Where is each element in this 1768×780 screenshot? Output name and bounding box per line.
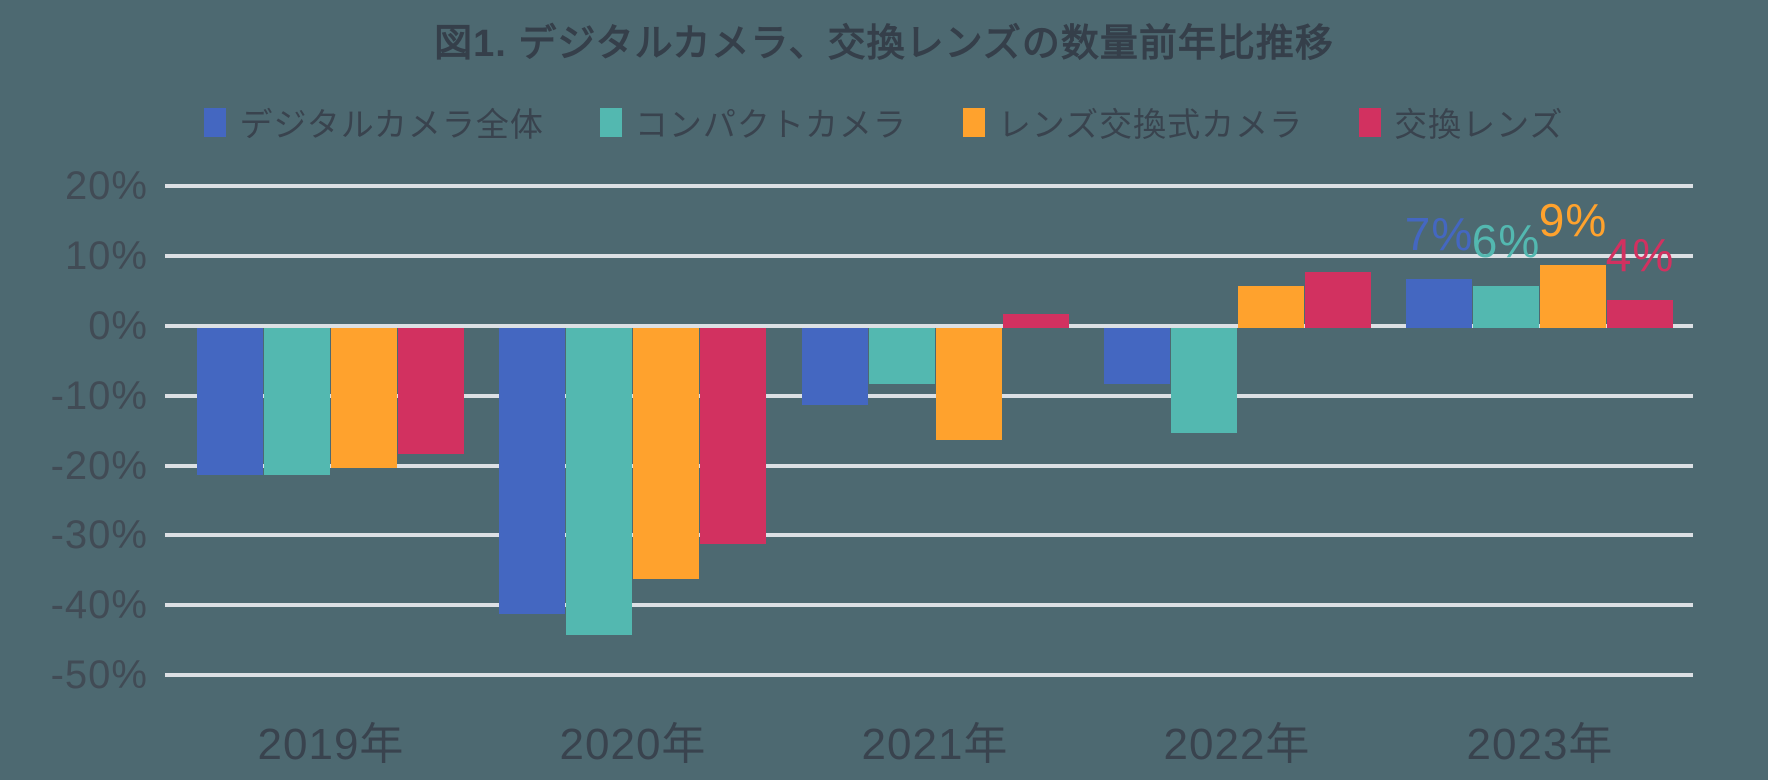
legend-label: デジタルカメラ全体 bbox=[239, 106, 544, 143]
y-axis-tick-label: 20% bbox=[64, 164, 148, 209]
gridline--40 bbox=[165, 603, 1693, 608]
gridline-20 bbox=[165, 184, 1693, 189]
bar bbox=[936, 328, 1002, 440]
bar bbox=[802, 328, 868, 405]
bar bbox=[700, 328, 766, 544]
y-axis-tick-label: -10% bbox=[50, 373, 148, 418]
bar bbox=[633, 328, 699, 579]
gridline-10 bbox=[165, 254, 1693, 259]
bar bbox=[331, 328, 397, 468]
chart-title: 図1. デジタルカメラ、交換レンズの数量前年比推移 bbox=[434, 23, 1334, 65]
bar bbox=[1607, 300, 1673, 328]
bar-data-label: 9% bbox=[1538, 194, 1608, 246]
legend-color-chip bbox=[204, 107, 227, 137]
bar bbox=[566, 328, 632, 635]
y-axis-tick-label: 10% bbox=[64, 234, 148, 279]
bar bbox=[197, 328, 263, 475]
x-axis-category-label: 2019年 bbox=[257, 720, 405, 769]
y-axis-tick-label: 0% bbox=[88, 304, 148, 348]
gridline--20 bbox=[165, 463, 1693, 468]
chart-legend: デジタルカメラ全体 コンパクトカメラ レンズ交換式カメラ 交換レンズ bbox=[0, 98, 1768, 146]
gridline-0 bbox=[165, 324, 1693, 328]
bar bbox=[499, 328, 565, 614]
bar bbox=[1003, 314, 1069, 328]
y-axis-tick-label: -50% bbox=[50, 653, 148, 698]
bar bbox=[1104, 328, 1170, 384]
legend-color-chip bbox=[599, 107, 622, 137]
bar bbox=[1305, 272, 1371, 328]
bar bbox=[1406, 279, 1472, 328]
bar bbox=[1473, 286, 1539, 328]
y-axis-tick-label: -40% bbox=[50, 583, 148, 628]
legend-color-chip bbox=[962, 107, 985, 137]
x-axis-category-label: 2023年 bbox=[1466, 720, 1614, 769]
y-axis-tick-label: -20% bbox=[50, 443, 148, 488]
legend-label: コンパクトカメラ bbox=[634, 106, 907, 143]
legend-label: 交換レンズ bbox=[1394, 106, 1564, 143]
bar bbox=[1171, 328, 1237, 433]
bar-data-label: 4% bbox=[1605, 229, 1675, 281]
x-axis-category-label: 2022年 bbox=[1163, 720, 1311, 769]
gridline--10 bbox=[165, 393, 1693, 398]
x-axis-category-label: 2020年 bbox=[559, 720, 707, 769]
gridline--50 bbox=[165, 673, 1693, 678]
legend-item-interchangeable-lens-cameras: レンズ交換式カメラ bbox=[962, 98, 1304, 146]
gridline--30 bbox=[165, 533, 1693, 538]
bar bbox=[264, 328, 330, 475]
legend-item-compact-cameras: コンパクトカメラ bbox=[599, 98, 907, 146]
legend-label: レンズ交換式カメラ bbox=[997, 106, 1304, 143]
legend-item-interchangeable-lenses: 交換レンズ bbox=[1359, 98, 1563, 146]
bar bbox=[398, 328, 464, 454]
bar-data-label: 7% bbox=[1404, 208, 1474, 260]
legend-item-digital-cameras-total: デジタルカメラ全体 bbox=[204, 98, 543, 146]
y-axis-tick-label: -30% bbox=[50, 513, 148, 558]
bar bbox=[1540, 265, 1606, 328]
legend-color-chip bbox=[1359, 107, 1382, 137]
bar bbox=[1238, 286, 1304, 328]
bar bbox=[869, 328, 935, 384]
bar-data-label: 6% bbox=[1471, 215, 1541, 267]
x-axis-category-label: 2021年 bbox=[861, 720, 1009, 769]
